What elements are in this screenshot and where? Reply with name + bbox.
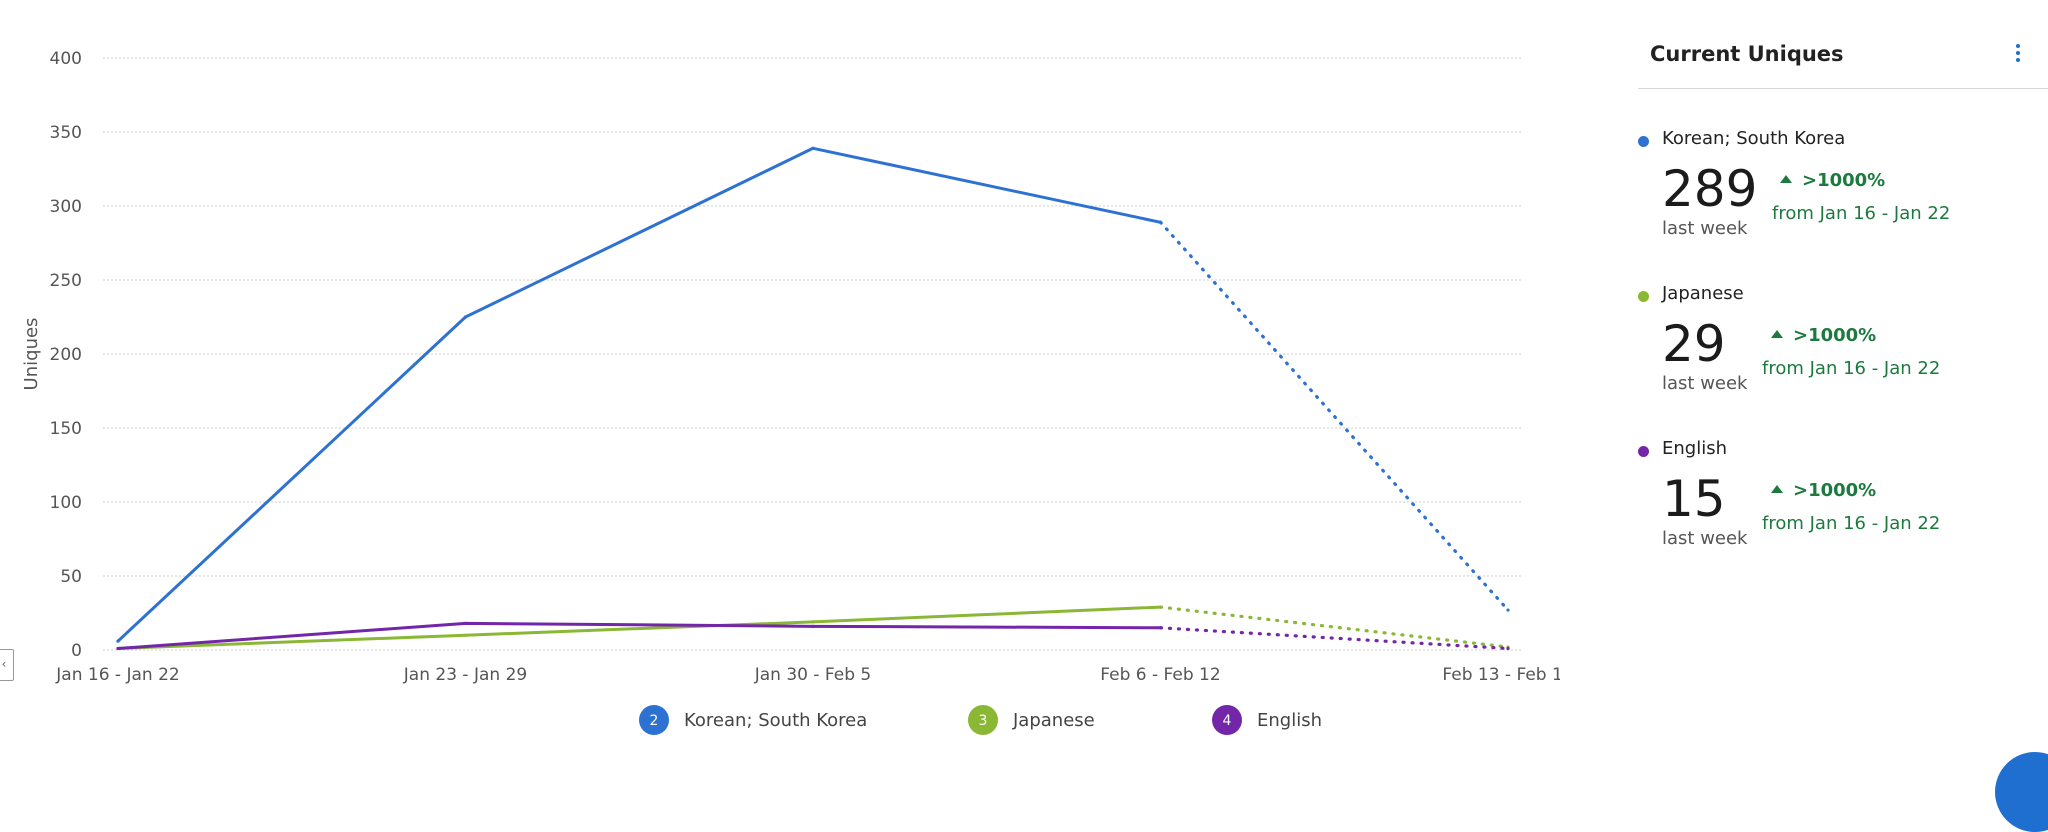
stat-change-value: >1000% xyxy=(1802,170,1886,191)
vertical-ellipsis-icon[interactable] xyxy=(2010,44,2026,70)
stat-change: >1000% xyxy=(1780,170,1885,191)
legend-number: 2 xyxy=(650,713,659,729)
stat-block: Japanese 29 last week >1000% from Jan 16 - J… xyxy=(1638,281,2038,431)
data-point xyxy=(463,621,468,625)
stat-comparison: from Jan 16 - Jan 22 xyxy=(1762,358,1941,379)
x-tick-label: Jan 23 - Jan 29 xyxy=(403,665,527,685)
legend-number: 3 xyxy=(979,713,988,729)
y-tick-label: 0 xyxy=(71,641,82,661)
legend-swatch-1 xyxy=(639,705,669,735)
stat-value: 15 xyxy=(1662,470,1726,528)
series-lines xyxy=(116,146,1510,651)
help-button[interactable] xyxy=(1995,752,2048,832)
y-axis-ticks: 0 50 100 150 200 250 300 350 400 xyxy=(50,49,82,661)
x-tick-label: Feb 13 - Feb 19 xyxy=(1442,665,1560,685)
data-point xyxy=(1158,605,1163,609)
y-tick-label: 150 xyxy=(50,419,82,439)
current-uniques-panel: Current Uniques Korean; South Korea 289 la… xyxy=(1638,0,2048,764)
stat-change-value: >1000% xyxy=(1793,325,1877,346)
series-line-2 xyxy=(116,605,1162,651)
series-line-1 xyxy=(116,146,1162,643)
series-dot xyxy=(1638,446,1649,457)
panel-divider xyxy=(1638,88,2048,89)
trend-up-icon xyxy=(1780,175,1792,183)
x-tick-label: Jan 30 - Feb 5 xyxy=(754,665,872,685)
stat-period: last week xyxy=(1662,528,1748,549)
stat-comparison: from Jan 16 - Jan 22 xyxy=(1762,513,1941,534)
panel-title: Current Uniques xyxy=(1650,42,1844,66)
series-projection-3 xyxy=(1158,626,1510,651)
series-dot xyxy=(1638,291,1649,302)
data-point xyxy=(1158,220,1163,224)
line-chart: 0 50 100 150 200 250 300 350 400 Jan 16 - Jan 22… xyxy=(21,49,1560,735)
legend-label: Japanese xyxy=(1012,710,1095,731)
data-point xyxy=(811,146,815,150)
stat-value: 29 xyxy=(1662,315,1726,373)
stat-change: >1000% xyxy=(1771,325,1876,346)
y-tick-label: 300 xyxy=(50,197,82,217)
series-dot xyxy=(1638,136,1649,147)
trend-up-icon xyxy=(1771,330,1783,338)
data-point xyxy=(116,639,120,643)
series-projection-1 xyxy=(1158,220,1510,612)
series-line-3 xyxy=(116,621,1162,651)
stat-value: 289 xyxy=(1662,160,1758,218)
x-axis-ticks: Jan 16 - Jan 22 Jan 23 - Jan 29 Jan 30 - F… xyxy=(55,665,1560,685)
collapse-handle-icon[interactable]: ‹ xyxy=(0,649,14,681)
legend-label: English xyxy=(1257,710,1322,731)
stat-name: English xyxy=(1662,438,1727,459)
x-tick-label: Jan 16 - Jan 22 xyxy=(55,665,179,685)
legend-label: Korean; South Korea xyxy=(684,710,867,731)
y-tick-label: 400 xyxy=(50,49,82,69)
data-point xyxy=(463,315,468,319)
legend-number: 4 xyxy=(1223,713,1232,729)
stat-name: Japanese xyxy=(1662,283,1744,304)
data-point xyxy=(811,624,815,628)
data-point xyxy=(1506,646,1510,651)
chart-legend: 2 Korean; South Korea 3 Japanese 4 English xyxy=(639,705,1322,735)
y-axis-title: Uniques xyxy=(21,318,42,391)
series-projection-2 xyxy=(1158,605,1510,649)
y-tick-label: 200 xyxy=(50,345,82,365)
data-point xyxy=(811,620,815,624)
data-point xyxy=(1158,626,1163,630)
stat-change: >1000% xyxy=(1771,480,1876,501)
data-point xyxy=(1506,608,1510,612)
data-point xyxy=(463,633,468,637)
legend-swatch-3 xyxy=(1212,705,1242,735)
stat-comparison: from Jan 16 - Jan 22 xyxy=(1772,203,1951,224)
grid-lines xyxy=(103,57,1523,651)
stat-period: last week xyxy=(1662,218,1748,239)
y-tick-label: 50 xyxy=(60,567,82,587)
y-tick-label: 250 xyxy=(50,271,82,291)
legend-swatch-2 xyxy=(968,705,998,735)
stat-change-value: >1000% xyxy=(1793,480,1877,501)
y-tick-label: 100 xyxy=(50,493,82,513)
data-point xyxy=(116,646,120,651)
stat-period: last week xyxy=(1662,373,1748,394)
stat-block: Korean; South Korea 289 last week >1000% fro… xyxy=(1638,126,2038,276)
stat-block: English 15 last week >1000% from Jan 16 - Ja… xyxy=(1638,436,2038,586)
stat-name: Korean; South Korea xyxy=(1662,128,1846,149)
trend-up-icon xyxy=(1771,485,1783,493)
y-tick-label: 350 xyxy=(50,123,82,143)
x-tick-label: Feb 6 - Feb 12 xyxy=(1100,665,1220,685)
